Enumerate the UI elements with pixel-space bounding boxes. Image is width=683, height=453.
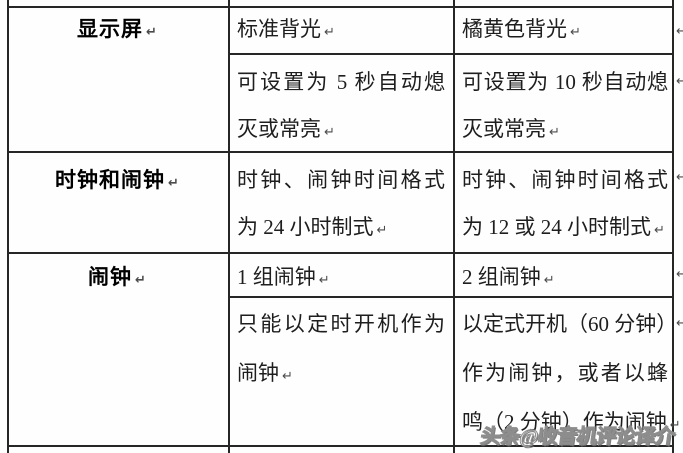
cell-standard-backlight: 标准背光 ↵ <box>237 6 445 56</box>
cell-orange-alarm-count: 2 组闹钟 ↵ <box>462 254 668 304</box>
orange-timeout-line1: 可设置为 10 秒自动熄 <box>462 70 668 94</box>
row-divider-backlight <box>228 53 674 55</box>
header-cell-display: 显示屏 ↵ <box>7 6 228 56</box>
paragraph-mark-icon: ↵ <box>324 125 335 140</box>
table-border-right <box>672 0 674 453</box>
standard-timeout-line1: 可设置为 5 秒自动熄 <box>237 70 445 94</box>
cell-standard-alarm-count: 1 组闹钟 ↵ <box>237 254 445 304</box>
paragraph-mark-icon: ↵ <box>146 25 158 40</box>
cell-orange-alarm-desc: 以定式开机（60 分钟） 作为闹钟，或者以蜂 鸣（2 分钟）作为闹钟 ↵ <box>462 300 681 450</box>
paragraph-mark-icon: ↵ <box>549 125 560 140</box>
orange-alarm-desc-line1: 以定式开机（60 分钟） <box>462 312 678 336</box>
orange-clock-line2: 为 12 或 24 小时制式 <box>462 215 651 239</box>
cell-standard-clock-format: 时钟、闹钟时间格式 为 24 小时制式 ↵ <box>237 157 445 254</box>
cell-standard-timeout: 可设置为 5 秒自动熄 灭或常亮 ↵ <box>237 59 445 156</box>
toutiao-watermark: 头条@收音机评论译介 <box>479 426 677 449</box>
orange-backlight-text: 橘黄色背光 <box>462 17 567 41</box>
orange-alarm-count-text: 2 组闹钟 <box>462 265 541 289</box>
end-of-row-mark-icon: ↵ <box>676 267 683 282</box>
header-alarm-label: 闹钟 <box>88 265 133 289</box>
orange-alarm-desc-line3: 鸣（2 分钟）作为闹钟 <box>462 410 667 434</box>
cell-orange-clock-format: 时钟、闹钟时间格式 为 12 或 24 小时制式 ↵ <box>462 157 668 254</box>
row-border-clock-bottom <box>7 252 674 254</box>
row-border-top <box>7 6 674 8</box>
paragraph-mark-icon: ↵ <box>168 176 180 191</box>
row-border-display-bottom <box>7 151 674 153</box>
orange-clock-line1: 时钟、闹钟时间格式 <box>462 168 668 192</box>
end-of-row-mark-icon: ↵ <box>676 316 683 331</box>
paragraph-mark-icon: ↵ <box>376 223 388 238</box>
column-divider-1 <box>228 0 230 453</box>
paragraph-mark-icon: ↵ <box>318 273 330 288</box>
paragraph-mark-icon: ↵ <box>135 273 147 288</box>
column-divider-2 <box>453 0 455 453</box>
orange-timeout-line2: 灭或常亮 <box>462 117 546 141</box>
orange-alarm-desc-line2: 作为闹钟，或者以蜂 <box>462 361 668 385</box>
cell-orange-backlight: 橘黄色背光 ↵ <box>462 6 668 56</box>
end-of-row-mark-icon: ↵ <box>676 170 683 185</box>
standard-backlight-text: 标准背光 <box>237 17 321 41</box>
standard-timeout-line2: 灭或常亮 <box>237 117 321 141</box>
standard-alarm-desc-line1: 只能以定时开机作为 <box>237 312 445 336</box>
cell-standard-alarm-desc: 只能以定时开机作为 闹钟 ↵ <box>237 300 445 401</box>
paragraph-mark-icon: ↵ <box>543 273 555 288</box>
end-of-row-mark-icon: ↵ <box>676 24 683 39</box>
cell-orange-timeout: 可设置为 10 秒自动熄 灭或常亮 ↵ <box>462 59 668 156</box>
row-border-bottom <box>7 445 674 447</box>
end-of-row-mark-icon: ↵ <box>676 74 683 89</box>
standard-clock-line1: 时钟、闹钟时间格式 <box>237 168 445 192</box>
standard-alarm-count-text: 1 组闹钟 <box>237 265 316 289</box>
row-divider-alarmcount <box>228 296 674 298</box>
paragraph-mark-icon: ↵ <box>669 418 681 433</box>
table-border-left <box>7 0 9 453</box>
paragraph-mark-icon: ↵ <box>324 25 335 40</box>
standard-alarm-desc-line2: 闹钟 <box>237 361 279 385</box>
paragraph-mark-icon: ↵ <box>282 369 293 384</box>
header-clock-alarm-label: 时钟和闹钟 <box>55 168 166 192</box>
paragraph-mark-icon: ↵ <box>654 223 665 238</box>
header-cell-clock-alarm: 时钟和闹钟 ↵ <box>7 151 228 207</box>
header-display-label: 显示屏 <box>77 17 144 41</box>
standard-clock-line2: 为 24 小时制式 <box>237 215 374 239</box>
header-cell-alarm: 闹钟 ↵ <box>7 252 228 304</box>
paragraph-mark-icon: ↵ <box>570 25 581 40</box>
